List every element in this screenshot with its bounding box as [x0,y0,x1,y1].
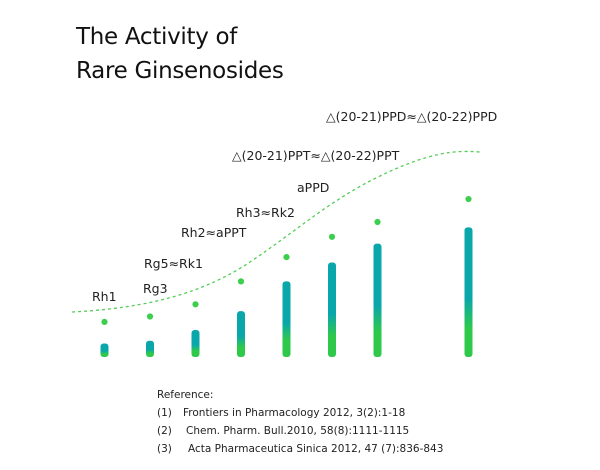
bar [282,281,291,357]
bar [328,262,336,357]
chart-title: The Activity of Rare Ginsenosides [76,20,284,88]
reference-number: (1) [157,407,172,419]
category-label: △(20-21)PPT≈△(20-22)PPT [232,148,400,163]
reference-item: (1) Frontiers in Pharmacology 2012, 3(2):… [157,404,443,422]
marker-dot [465,195,472,203]
marker-dot [101,318,108,325]
marker-dot [283,254,290,261]
category-label: Rh3≈Rk2 [236,205,295,220]
marker-dot [192,301,199,308]
category-label: △(20-21)PPD≈△(20-22)PPD [326,109,497,124]
reference-text: Acta Pharmaceutica Sinica 2012, 47 (7):8… [188,443,444,455]
bar [146,340,154,357]
bar [100,343,109,357]
reference-text: Chem. Pharm. Bull.2010, 58(8):1111-1115 [186,425,410,437]
category-label: Rh2≈aPPT [181,225,247,240]
title-line-1: The Activity of [76,24,238,50]
reference-number: (3) [157,443,172,455]
bar [464,227,473,357]
bar [191,330,200,357]
bar [237,311,245,357]
trend-curve [71,150,481,313]
reference-number: (2) [157,425,172,437]
references: Reference: (1) Frontiers in Pharmacology … [157,386,443,458]
reference-item: (2) Chem. Pharm. Bull.2010, 58(8):1111-11… [157,422,443,440]
marker-dot [237,278,245,285]
reference-item: (3) Acta Pharmaceutica Sinica 2012, 47 (7… [157,440,443,458]
category-label: Rh1 [92,289,117,304]
marker-dot [374,218,381,226]
category-label: aPPD [297,180,329,195]
bar [373,243,382,357]
category-label: Rg5≈Rk1 [144,256,203,271]
marker-dot [328,233,336,240]
reference-text: Frontiers in Pharmacology 2012, 3(2):1-1… [183,407,406,419]
category-label: Rg3 [143,281,168,296]
references-heading: Reference: [157,389,214,401]
marker-dot [146,313,154,320]
title-line-2: Rare Ginsenosides [76,58,284,84]
